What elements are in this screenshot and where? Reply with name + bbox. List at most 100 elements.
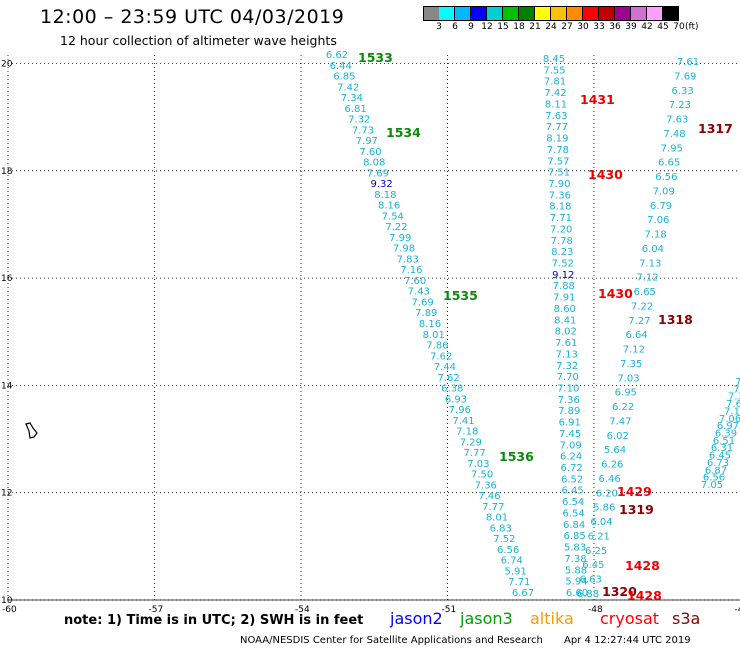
x-tick-label: -45 [735, 605, 740, 615]
wave-height-value: 6.45 [561, 486, 583, 497]
legend-unit: (ft) [685, 22, 699, 32]
wave-height-value: 7.78 [547, 145, 569, 156]
wave-height-value: 6.54 [562, 497, 584, 508]
wave-height-value: 6.93 [445, 394, 467, 405]
wave-height-value: 6.65 [658, 158, 680, 169]
wave-height-value: 7. [735, 377, 740, 388]
altimeter-tracks: 6.626.446.857.427.346.817.327.737.977.60… [326, 50, 740, 600]
wave-height-value: 6.65 [634, 287, 656, 298]
wave-height-value: 9.32 [370, 179, 392, 190]
satellite-label-jason2: jason2 [390, 609, 443, 628]
wave-height-value: 7.10 [557, 384, 579, 395]
wave-height-value: 7.16 [400, 265, 422, 276]
wave-height-value: 8.16 [378, 201, 400, 212]
pass-number-label: 1318 [658, 312, 693, 327]
wave-height-value: 7.42 [544, 88, 566, 99]
wave-height-value: 7.12 [623, 345, 645, 356]
wave-height-value: 8.08 [363, 158, 385, 169]
pass-number-label: 1317 [698, 121, 733, 136]
wave-height-value: 6.22 [612, 402, 634, 413]
wave-height-value: 6.20 [596, 488, 618, 499]
wave-height-value: 7.20 [550, 224, 572, 235]
wave-height-value: 6.73 [707, 458, 729, 469]
wave-height-value: 7.83 [397, 254, 419, 265]
wave-height-value: 5.94 [565, 577, 587, 588]
wave-height-value: 8.18 [549, 202, 571, 213]
legend-swatch [551, 6, 567, 21]
wave-height-value: 6.74 [501, 556, 523, 567]
wave-height-value: 7.73 [352, 125, 374, 136]
wave-height-value: 6.04 [642, 244, 664, 255]
pass-number-label: 1430 [598, 286, 633, 301]
legend-swatch [615, 6, 631, 21]
wave-height-value: 7.03 [467, 459, 489, 470]
wave-height-value: 7.29 [460, 437, 482, 448]
wave-height-value: 6.91 [559, 418, 581, 429]
pass-number-label: 1319 [619, 502, 654, 517]
wave-height-value: 6.45 [709, 451, 731, 462]
wave-height-value: 7.13 [639, 258, 661, 269]
x-tick-label: -48 [588, 605, 603, 615]
wave-height-value: 6.72 [560, 463, 582, 474]
pass-number-label: 1429 [617, 484, 652, 499]
wave-height-value: 7.69 [411, 298, 433, 309]
pass-number-label: 1536 [499, 449, 534, 464]
legend-level-label: 21 [529, 22, 541, 32]
legend-level-label: 3 [436, 22, 442, 32]
wave-height-value: 7.32 [348, 115, 370, 126]
legend-level-label: 24 [545, 22, 557, 32]
legend-level-label: 9 [468, 22, 474, 32]
y-tick-label: 12 [1, 489, 12, 499]
wave-height-value: 7.50 [471, 470, 493, 481]
pass-number-label: 1535 [443, 288, 478, 303]
island-outline [25, 422, 38, 439]
wave-height-value: 6.62 [326, 50, 348, 61]
pass-number-label: 1431 [580, 92, 615, 107]
wave-height-value: 6.87 [705, 465, 727, 476]
x-tick-label: -60 [2, 605, 17, 615]
credit-line: NOAA/NESDIS Center for Satellite Applica… [240, 635, 691, 646]
wave-height-value: 8.19 [546, 134, 568, 145]
legend-level-label: 12 [481, 22, 493, 32]
satellite-label-jason3: jason3 [460, 609, 513, 628]
wave-height-value: 7.12 [636, 273, 658, 284]
wave-height-value: 6.26 [601, 460, 623, 471]
wave-height-value: 7.06 [719, 414, 740, 425]
wave-height-value: 6.46 [598, 474, 620, 485]
wave-height-value: 7.44 [434, 362, 456, 373]
wave-height-value: 5.83 [564, 543, 586, 554]
wave-height-value: 7.99 [389, 233, 411, 244]
y-tick-label: 14 [1, 381, 13, 391]
wave-height-value: 6.85 [563, 531, 585, 542]
satellite-label-s3a: s3a [672, 609, 701, 628]
wave-height-value: 6.84 [563, 520, 585, 531]
wave-height-value: 7.77 [463, 448, 485, 459]
wave-height-value: 7.05 [701, 480, 723, 491]
credit-text: NOAA/NESDIS Center for Satellite Applica… [240, 635, 543, 646]
wave-height-value: 7.77 [482, 502, 504, 513]
legend-swatch [583, 6, 599, 21]
pass-number-label: 1430 [588, 167, 623, 182]
legend-swatch [503, 6, 519, 21]
wave-height-value: 8.60 [554, 304, 576, 315]
wave-height-value: 7.69 [674, 71, 696, 82]
wave-height-value: 8.41 [554, 315, 576, 326]
wave-height-value: 7.63 [545, 111, 567, 122]
wave-height-value: 6.83 [490, 523, 512, 534]
wave-height-value: 6.81 [344, 104, 366, 115]
legend-swatch [535, 6, 551, 21]
legend-swatch [631, 6, 647, 21]
wave-height-value: 7.98 [393, 244, 415, 255]
legend-level-label: 6 [452, 22, 458, 32]
wave-height-value: 7.69 [367, 168, 389, 179]
wave-height-value: 6.88 [577, 589, 599, 600]
wave-height-value: 6.56 [703, 473, 725, 484]
legend-swatch [439, 6, 455, 21]
wave-height-value: 7.60 [359, 147, 381, 158]
wave-height-value: 8.16 [419, 319, 441, 330]
wave-height-value: 7.34 [341, 93, 363, 104]
x-tick-label: -57 [149, 605, 164, 615]
wave-height-value: 6.54 [562, 509, 584, 520]
y-tick-label: 20 [1, 60, 13, 70]
